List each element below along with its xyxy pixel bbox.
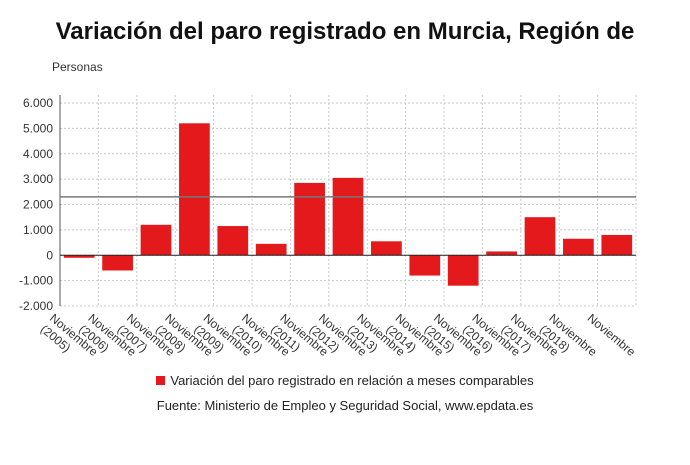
bar <box>217 226 249 256</box>
bar <box>486 251 517 256</box>
legend: Variación del paro registrado en relació… <box>0 373 690 388</box>
bar-chart: -2.000 -1.000 0 1.000 2.000 3.000 4.000 5.000 6.… <box>19 95 638 359</box>
y-tick-label: 1.000 <box>23 223 53 237</box>
y-tick-label: 4.000 <box>23 147 53 161</box>
bar <box>294 182 325 256</box>
bar <box>102 255 133 271</box>
y-tick-label: 6.000 <box>23 96 53 110</box>
bar <box>563 238 594 256</box>
source-note: Fuente: Ministerio de Empleo y Seguridad… <box>156 398 534 413</box>
y-tick-label: 2.000 <box>23 198 53 212</box>
bar <box>63 255 95 258</box>
bar <box>447 255 479 286</box>
y-tick-label: -1.000 <box>19 274 53 288</box>
y-tick-label: -2.000 <box>19 299 53 313</box>
bar <box>140 224 172 256</box>
bar <box>524 217 556 256</box>
y-tick-label: 3.000 <box>23 172 53 186</box>
bar <box>179 123 210 256</box>
bar <box>332 177 364 256</box>
legend-swatch <box>156 376 166 385</box>
bar <box>371 241 402 256</box>
y-tick-label: 0 <box>46 248 53 262</box>
y-axis-label: Personas <box>52 60 103 74</box>
chart-title: Variación del paro registrado en Murcia,… <box>55 18 635 45</box>
bar <box>255 243 287 256</box>
bar <box>601 234 633 256</box>
y-tick-label: 5.000 <box>23 121 53 135</box>
legend-label: Variación del paro registrado en relació… <box>170 373 534 388</box>
bar <box>409 255 441 276</box>
